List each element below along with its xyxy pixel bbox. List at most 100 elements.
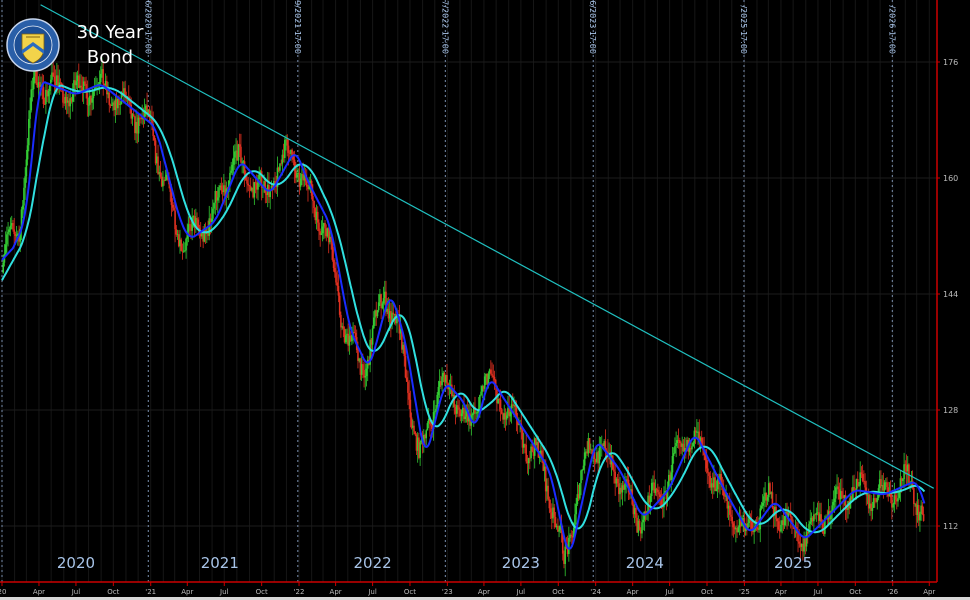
candle-body bbox=[327, 228, 330, 243]
candle-body bbox=[757, 527, 759, 530]
candle-body bbox=[404, 356, 407, 378]
candle-body bbox=[750, 521, 753, 529]
candle-body bbox=[398, 317, 401, 334]
candle-body bbox=[102, 69, 104, 84]
candle-body bbox=[713, 477, 715, 488]
candle-body bbox=[419, 442, 421, 458]
candle-body bbox=[691, 446, 693, 450]
candle-body bbox=[385, 291, 387, 312]
candle-body bbox=[636, 517, 638, 533]
candle-body bbox=[820, 514, 822, 522]
candle-body bbox=[586, 451, 588, 454]
candle-body bbox=[872, 498, 875, 508]
candle-body bbox=[212, 208, 214, 219]
candle-body bbox=[822, 532, 825, 534]
candle-body bbox=[151, 116, 153, 125]
candle-body bbox=[169, 184, 172, 192]
candle-body bbox=[821, 521, 824, 533]
candle-body bbox=[341, 326, 343, 328]
candle-body bbox=[626, 479, 629, 481]
candle-body bbox=[844, 495, 847, 509]
x-tick-label: Oct bbox=[701, 588, 713, 596]
candle-body bbox=[624, 483, 626, 490]
candle-body bbox=[219, 185, 222, 188]
candle-body bbox=[742, 517, 744, 521]
candle-body bbox=[774, 506, 776, 516]
candle-body bbox=[403, 344, 406, 357]
candle-body bbox=[698, 431, 701, 442]
candle-body bbox=[799, 543, 802, 547]
candle-body bbox=[427, 418, 430, 424]
candle-body bbox=[13, 229, 15, 235]
candle-body bbox=[343, 328, 346, 343]
candle-body bbox=[305, 181, 308, 187]
candle-body bbox=[892, 503, 894, 508]
candle-body bbox=[899, 478, 902, 493]
candle-body bbox=[800, 543, 803, 547]
candle-body bbox=[254, 182, 257, 183]
candle-body bbox=[459, 409, 462, 417]
candle-body bbox=[199, 231, 202, 237]
candle-body bbox=[87, 104, 90, 106]
candle-body bbox=[843, 495, 846, 498]
candle-body bbox=[487, 373, 490, 385]
candle-body bbox=[132, 114, 135, 117]
candle-body bbox=[493, 376, 496, 380]
candle-body bbox=[629, 492, 631, 495]
candle-body bbox=[668, 474, 670, 488]
candle-body bbox=[741, 520, 743, 526]
candle-body bbox=[416, 437, 419, 451]
candle-body bbox=[569, 534, 571, 538]
candle-body bbox=[433, 411, 436, 413]
x-tick-label: Oct bbox=[256, 588, 268, 596]
candle-body bbox=[30, 89, 33, 111]
candle-body bbox=[185, 238, 187, 251]
candle-body bbox=[171, 204, 174, 208]
candle-body bbox=[326, 228, 329, 237]
candle-body bbox=[666, 487, 669, 500]
candle-body bbox=[101, 69, 103, 74]
candle-body bbox=[226, 188, 229, 190]
candle-body bbox=[658, 492, 660, 495]
candle-body bbox=[570, 534, 573, 536]
candle-body bbox=[845, 508, 848, 510]
candle-body bbox=[806, 531, 809, 534]
candle-body bbox=[430, 424, 432, 426]
candle-body bbox=[581, 469, 584, 471]
candle-body bbox=[864, 481, 866, 488]
candle-body bbox=[659, 494, 662, 498]
candle-body bbox=[805, 531, 808, 547]
candle-body bbox=[422, 434, 425, 444]
candle-body bbox=[364, 376, 367, 378]
candle-body bbox=[816, 512, 819, 514]
x-tick-label: Apr bbox=[330, 588, 342, 596]
candle-body bbox=[153, 135, 156, 141]
candle-body bbox=[366, 359, 369, 369]
x-tick-label: '22 bbox=[294, 588, 305, 596]
candle-body bbox=[841, 491, 843, 498]
session-label: 26/2020 17:00 bbox=[143, 0, 152, 54]
candle-body bbox=[839, 491, 842, 500]
candle-body bbox=[802, 543, 804, 552]
candle-body bbox=[833, 498, 836, 503]
candle-body bbox=[546, 485, 548, 492]
candle-body bbox=[496, 385, 498, 404]
candle-body bbox=[561, 532, 564, 554]
candle-body bbox=[313, 201, 315, 208]
candle-body bbox=[897, 498, 899, 502]
candle-body bbox=[515, 407, 518, 420]
candle-body bbox=[162, 180, 164, 187]
candle-body bbox=[63, 102, 65, 104]
candle-body bbox=[730, 514, 732, 517]
candle-body bbox=[274, 181, 276, 184]
candle-body bbox=[245, 174, 247, 180]
candle-body bbox=[335, 272, 337, 283]
candle-body bbox=[201, 232, 203, 237]
candle-body bbox=[682, 443, 685, 452]
candle-body bbox=[104, 81, 107, 86]
candle-body bbox=[46, 89, 48, 97]
candle-body bbox=[375, 310, 378, 317]
candle-body bbox=[576, 494, 579, 505]
candle-body bbox=[85, 83, 87, 94]
